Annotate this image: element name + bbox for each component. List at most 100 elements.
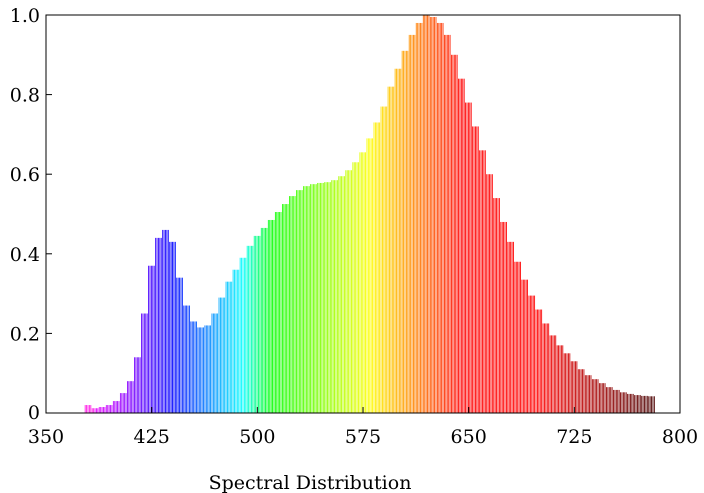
spectral-bar: [307, 186, 309, 413]
spectral-bar: [610, 387, 612, 413]
spectral-bar: [390, 86, 392, 413]
spectral-bar: [86, 405, 88, 413]
spectral-bar: [253, 235, 255, 413]
ticks-group: 350 425 500 575 650 725 800 0 0.2 0.4 0.6 0.8 1.0: [10, 5, 698, 448]
spectral-bar: [203, 327, 204, 413]
spectral-bar: [336, 180, 338, 413]
spectral-bar: [349, 170, 351, 413]
spectral-bar: [163, 229, 165, 413]
spectral-bar: [621, 392, 623, 413]
spectral-bar: [586, 375, 588, 413]
spectral-bar: [542, 323, 544, 413]
x-tick-label: 650: [451, 426, 487, 448]
spectral-bar: [84, 405, 86, 413]
spectral-bar: [122, 393, 124, 413]
spectral-bar: [631, 393, 633, 413]
spectral-bar: [489, 174, 490, 413]
spectral-bar: [448, 34, 450, 414]
bars-group: [84, 15, 655, 414]
spectral-bar: [596, 379, 598, 413]
spectral-bar: [131, 381, 133, 413]
spectral-bar: [183, 305, 185, 413]
spectral-bar: [355, 162, 357, 413]
spectral-bar: [393, 86, 395, 413]
spectral-bar: [93, 408, 95, 413]
spectral-bar: [176, 277, 178, 413]
spectral-bar: [535, 309, 537, 413]
spectral-bar: [520, 261, 521, 413]
spectral-bar: [328, 182, 330, 413]
spectral-bar: [132, 381, 134, 413]
spectral-bar: [301, 190, 303, 413]
spectral-bar: [515, 261, 517, 413]
spectral-bar: [582, 369, 583, 413]
spectral-bar: [377, 122, 379, 414]
spectral-bar: [142, 313, 144, 413]
spectral-bar: [215, 313, 217, 413]
spectral-bar: [369, 138, 371, 413]
spectral-bar: [235, 269, 237, 413]
spectral-bar: [463, 78, 465, 414]
spectral-bar: [111, 405, 113, 413]
plot-frame: [45, 14, 681, 414]
spectral-bar: [277, 212, 279, 413]
spectral-bar: [525, 279, 527, 413]
spectral-bar: [414, 34, 416, 414]
spectral-bar: [149, 265, 151, 413]
spectral-bar: [127, 381, 128, 413]
spectral-bar: [343, 176, 345, 413]
spectral-bar: [635, 395, 637, 413]
spectral-bar: [566, 353, 568, 413]
spectral-bar: [124, 393, 126, 413]
spectral-bar: [322, 182, 324, 413]
spectral-bar: [321, 182, 323, 413]
spectral-bar: [632, 393, 634, 413]
spectral-bar: [590, 375, 592, 413]
spectral-bar: [648, 396, 650, 413]
spectral-bar: [177, 277, 179, 413]
spectral-bar: [544, 323, 545, 413]
spectral-bar: [629, 393, 631, 413]
spectral-bar: [639, 395, 641, 413]
spectral-bar: [424, 15, 426, 413]
spectral-bar: [112, 401, 114, 413]
spectral-bar: [166, 229, 168, 413]
spectral-bar: [548, 323, 550, 413]
spectral-bar: [567, 353, 569, 413]
spectral-bar: [614, 389, 616, 413]
spectral-bar: [252, 245, 254, 413]
spectral-bar: [591, 379, 593, 413]
spectral-bar: [558, 345, 559, 413]
spectral-bar: [121, 393, 123, 413]
spectral-bar: [180, 277, 182, 413]
spectral-bar: [190, 321, 192, 413]
spectral-bar: [115, 401, 117, 413]
spectral-bar: [383, 106, 385, 413]
spectral-bar: [128, 381, 130, 413]
spectral-bar: [644, 395, 645, 413]
spectral-bar: [569, 353, 571, 413]
spectral-bar: [334, 180, 335, 413]
spectral-bar: [620, 392, 621, 413]
spectral-bar: [117, 401, 119, 413]
spectral-bar: [200, 327, 202, 413]
spectral-bar: [436, 22, 438, 414]
spectral-bar: [593, 379, 595, 413]
spectral-bar: [249, 245, 251, 413]
spectral-bar: [294, 196, 296, 413]
spectral-bar: [646, 395, 648, 413]
spectral-bar: [624, 392, 626, 413]
spectral-bar: [273, 219, 275, 413]
spectral-bar: [603, 383, 605, 413]
spectral-bar: [580, 369, 582, 413]
spectral-bar: [181, 277, 183, 413]
spectral-bar: [417, 22, 419, 414]
spectral-bar: [211, 313, 213, 413]
spectral-bar: [173, 241, 175, 413]
spectral-bar: [532, 295, 534, 413]
spectral-bar: [439, 22, 441, 414]
spectral-bar: [293, 196, 295, 413]
spectral-bar: [227, 281, 228, 413]
spectral-bar: [331, 180, 333, 413]
